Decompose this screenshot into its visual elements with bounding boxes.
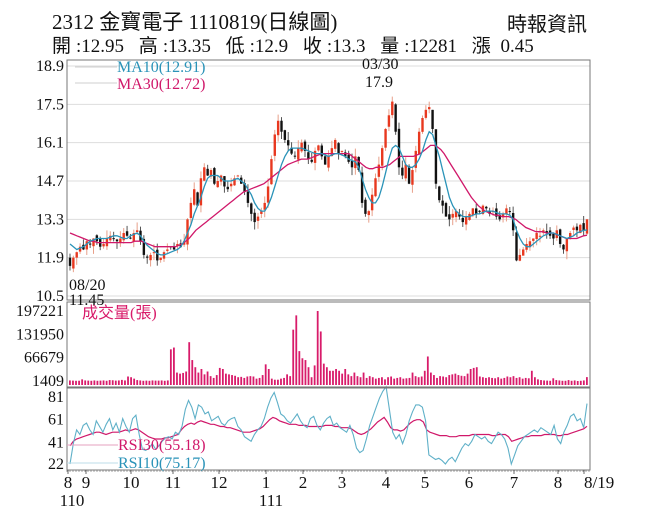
ma30-line bbox=[69, 144, 588, 248]
svg-text:197221: 197221 bbox=[16, 303, 64, 320]
volume-bars bbox=[69, 311, 588, 385]
ohlc-low: 低:12.9 bbox=[225, 36, 289, 57]
svg-text:8: 8 bbox=[64, 473, 73, 492]
svg-text:14.7: 14.7 bbox=[36, 173, 64, 190]
svg-text:3: 3 bbox=[338, 473, 347, 492]
svg-text:8/19: 8/19 bbox=[584, 473, 614, 492]
svg-text:4: 4 bbox=[382, 473, 391, 492]
svg-text:12: 12 bbox=[211, 473, 228, 492]
svg-text:7: 7 bbox=[510, 473, 519, 492]
ohlc-high: 高:13.35 bbox=[138, 36, 211, 57]
ohlc-open: 開:12.95 bbox=[52, 36, 125, 57]
svg-text:6: 6 bbox=[465, 473, 474, 492]
svg-text:8: 8 bbox=[554, 473, 563, 492]
ma10-line bbox=[69, 130, 588, 256]
ohlc-change: 漲 0.45 bbox=[471, 36, 534, 57]
low-annotation-date: 08/20 bbox=[69, 277, 105, 294]
rsi30-legend: RSI30(55.18) bbox=[118, 437, 206, 454]
svg-text:61: 61 bbox=[48, 412, 64, 429]
low-annotation-value: 11.45 bbox=[69, 292, 104, 309]
svg-text:18.9: 18.9 bbox=[36, 58, 64, 75]
ohlc-volume: 量:12281 bbox=[380, 36, 457, 57]
svg-text:110: 110 bbox=[60, 491, 85, 510]
svg-text:111: 111 bbox=[259, 491, 283, 510]
svg-text:66679: 66679 bbox=[24, 350, 64, 367]
grid-lines bbox=[67, 65, 590, 297]
ma30-legend: MA30(12.72) bbox=[117, 76, 205, 93]
svg-text:13.3: 13.3 bbox=[36, 211, 64, 228]
svg-text:22: 22 bbox=[48, 456, 64, 473]
high-annotation-value: 17.9 bbox=[365, 74, 393, 91]
svg-text:11: 11 bbox=[165, 473, 181, 492]
rsi10-line bbox=[69, 385, 588, 467]
rsi10-legend: RSI10(75.17) bbox=[118, 455, 206, 472]
ohlc-close: 收:13.3 bbox=[302, 36, 366, 57]
svg-text:1: 1 bbox=[262, 473, 271, 492]
svg-text:9: 9 bbox=[82, 473, 91, 492]
volume-legend: 成交量(張) bbox=[82, 304, 157, 322]
svg-text:10.5: 10.5 bbox=[36, 288, 64, 305]
chart-title: 2312 金寶電子 1110819(日線圖) bbox=[52, 10, 338, 34]
svg-text:17.5: 17.5 bbox=[36, 96, 64, 113]
panel-frames bbox=[66, 59, 591, 474]
svg-text:131950: 131950 bbox=[16, 326, 64, 343]
ma10-legend: MA10(12.91) bbox=[117, 59, 205, 76]
svg-text:11.9: 11.9 bbox=[37, 250, 64, 267]
ohlc-summary: 開:12.95 高:13.35 低:12.9 收:13.3 量:12281 漲 … bbox=[52, 31, 544, 58]
svg-text:2: 2 bbox=[299, 473, 308, 492]
candlestick-series bbox=[68, 96, 589, 273]
svg-text:16.1: 16.1 bbox=[36, 135, 64, 152]
svg-text:1409: 1409 bbox=[32, 373, 64, 390]
source-label: 時報資訊 bbox=[507, 14, 587, 36]
high-annotation-date: 03/30 bbox=[362, 56, 398, 73]
svg-text:10: 10 bbox=[123, 473, 140, 492]
svg-text:5: 5 bbox=[421, 473, 430, 492]
svg-text:81: 81 bbox=[48, 389, 64, 406]
svg-text:41: 41 bbox=[48, 434, 64, 451]
